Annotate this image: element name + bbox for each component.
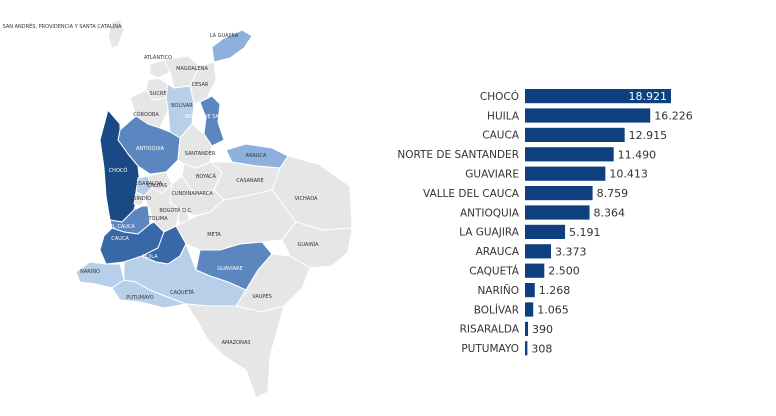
region-label-putumayo: PUTUMAYO bbox=[126, 295, 154, 301]
value-label-arauca: 3.373 bbox=[555, 245, 587, 258]
value-label-cauca: 12.915 bbox=[629, 129, 668, 142]
region-label-guainia: GUAINÍA bbox=[297, 241, 319, 248]
region-label-vichada: VICHADA bbox=[295, 196, 318, 202]
value-label-narino: 1.268 bbox=[539, 284, 571, 297]
category-label-la-guajira: LA GUAJIRA bbox=[459, 227, 520, 239]
value-label-valle-del-cauca: 8.759 bbox=[597, 187, 629, 200]
region-label-arauca: ARAUCA bbox=[246, 153, 267, 159]
region-label-atlantico: ATLÁNTICO bbox=[144, 54, 172, 61]
category-label-guaviare: GUAVIARE bbox=[465, 169, 519, 181]
region-label-tolima: TOLIMA bbox=[148, 216, 169, 222]
region-label-casanare: CASANARE bbox=[236, 178, 263, 184]
colombia-choropleth-map: LA GUAJIRA ATLÁNTICO MAGDALENA CESAR SUCRE BO… bbox=[3, 19, 353, 399]
region-label-san-andres-providencia-y-santa-catalina: SAN ANDRÉS, PROVIDENCIA Y SANTA CATALINA bbox=[3, 22, 122, 30]
region-label-quindio: QUINDÍO bbox=[129, 195, 151, 202]
region-label-norte-de-santander: NORTE DE SANTANDER bbox=[185, 114, 243, 120]
category-label-antioquia: ANTIOQUIA bbox=[460, 207, 520, 219]
category-label-risaralda: RISARALDA bbox=[460, 324, 520, 336]
category-label-bolivar: BOLÍVAR bbox=[474, 303, 519, 316]
region-label-antioquia: ANTIOQUIA bbox=[136, 146, 165, 152]
bar-la-guajira bbox=[525, 224, 566, 239]
category-label-norte-de-santander: NORTE DE SANTANDER bbox=[397, 149, 519, 161]
bar-arauca bbox=[525, 244, 552, 259]
bar-narino bbox=[525, 283, 535, 298]
region-label-bolivar: BOLÍVAR bbox=[171, 102, 193, 109]
region-label-amazonas: AMAZONAS bbox=[222, 340, 251, 346]
region-label-boyaca: BOYACÁ bbox=[196, 173, 216, 180]
category-label-huila: HUILA bbox=[487, 110, 520, 122]
bar-huila bbox=[525, 108, 651, 123]
region-label-risaralda: RISARALDA bbox=[134, 181, 163, 187]
region-label-huila: HUILA bbox=[142, 254, 158, 260]
region-label-santander: SANTANDER bbox=[185, 151, 216, 157]
category-label-choco: CHOCÓ bbox=[480, 90, 519, 103]
region-caqueta bbox=[123, 243, 247, 307]
region-norte-de-santander bbox=[199, 95, 225, 147]
region-label-cundinamarca: CUNDINAMARCA bbox=[171, 191, 213, 197]
bar-choco bbox=[525, 89, 671, 104]
region-la-guajira bbox=[211, 29, 253, 63]
bar-putumayo bbox=[525, 341, 528, 356]
category-label-valle-del-cauca: VALLE DEL CAUCA bbox=[423, 188, 520, 200]
category-label-arauca: ARAUCA bbox=[476, 246, 520, 258]
value-label-guaviare: 10.413 bbox=[609, 168, 648, 181]
bar-valle-del-cauca bbox=[525, 186, 593, 201]
bar-caqueta bbox=[525, 263, 545, 278]
region-label-cauca: CAUCA bbox=[111, 236, 129, 242]
region-label-meta: META bbox=[207, 232, 221, 238]
bar-norte-de-santander bbox=[525, 147, 614, 162]
region-label-cesar: CESAR bbox=[192, 82, 209, 88]
value-label-choco: 18.921 bbox=[629, 90, 668, 103]
region-guainia bbox=[281, 221, 353, 269]
region-label-vaupes: VAUPÉS bbox=[252, 292, 272, 300]
bar-bolivar bbox=[525, 302, 534, 317]
region-narino bbox=[75, 261, 125, 289]
region-label-valle-del-cauca: VALLE DEL CAUCA bbox=[89, 224, 135, 230]
region-label-sucre: SUCRE bbox=[150, 91, 167, 97]
bar-antioquia bbox=[525, 205, 590, 220]
category-label-putumayo: PUTUMAYO bbox=[461, 343, 519, 355]
region-san-andres-providencia-y-santa-catalina bbox=[107, 19, 125, 49]
region-label-cordoba: CÓRDOBA bbox=[133, 111, 159, 118]
region-label-la-guajira: LA GUAJIRA bbox=[210, 33, 239, 39]
value-label-putumayo: 308 bbox=[531, 342, 552, 355]
region-label-caqueta: CAQUETÁ bbox=[170, 289, 194, 296]
bar-risaralda bbox=[525, 321, 529, 336]
category-label-narino: NARIÑO bbox=[477, 284, 519, 297]
value-label-huila: 16.226 bbox=[654, 110, 693, 123]
value-label-antioquia: 8.364 bbox=[594, 207, 626, 220]
bar-cauca bbox=[525, 127, 625, 142]
region-label-caldas: CALDAS bbox=[147, 183, 167, 189]
value-label-risaralda: 390 bbox=[532, 323, 553, 336]
value-label-norte-de-santander: 11.490 bbox=[618, 148, 657, 161]
value-label-bolivar: 1.065 bbox=[537, 304, 569, 317]
region-label-narino: NARIÑO bbox=[80, 268, 100, 275]
region-atlantico bbox=[149, 59, 171, 79]
region-label-magdalena: MAGDALENA bbox=[176, 66, 208, 72]
region-label-bogota-d-c: BOGOTÁ D.C. bbox=[159, 207, 193, 214]
category-label-caqueta: CAQUETÁ bbox=[469, 265, 520, 278]
category-label-cauca: CAUCA bbox=[482, 130, 520, 142]
bar-guaviare bbox=[525, 166, 606, 181]
value-label-la-guajira: 5.191 bbox=[569, 226, 601, 239]
region-label-choco: CHOCÓ bbox=[109, 167, 128, 174]
region-amazonas bbox=[185, 303, 285, 399]
value-label-caqueta: 2.500 bbox=[548, 265, 580, 278]
region-label-guaviare: GUAVIARE bbox=[217, 266, 243, 272]
